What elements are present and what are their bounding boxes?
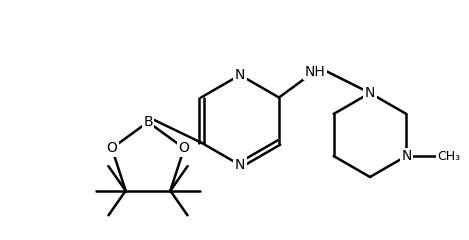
- Text: O: O: [106, 141, 117, 155]
- Text: N: N: [235, 68, 245, 82]
- Text: N: N: [401, 149, 412, 163]
- Text: CH₃: CH₃: [438, 150, 461, 162]
- Text: NH: NH: [304, 65, 325, 78]
- Text: B: B: [143, 115, 153, 129]
- Text: O: O: [179, 141, 189, 155]
- Text: N: N: [365, 86, 375, 100]
- Text: N: N: [235, 158, 245, 172]
